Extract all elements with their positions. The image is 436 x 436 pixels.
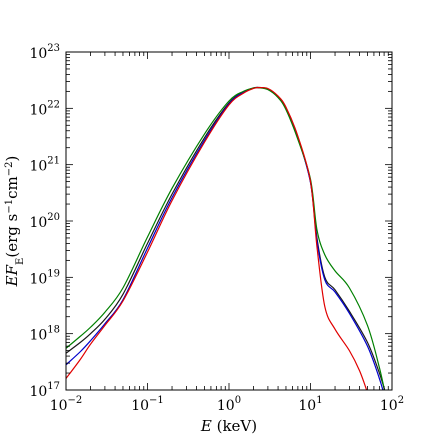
- y-tick-label: 1021: [29, 156, 60, 175]
- y-tick-labels: 1017 1018 1019 1020 1021 1022 1023: [29, 43, 60, 400]
- x-tick-label: 10−2: [50, 395, 83, 414]
- series-line-1: [66, 86, 384, 390]
- y-tick-label: 1020: [29, 212, 60, 231]
- x-axis-label: E (keV): [200, 417, 257, 435]
- y-tick-label: 1019: [29, 268, 60, 287]
- y-tick-label: 1017: [29, 381, 60, 400]
- x-tick-label: 102: [380, 395, 404, 414]
- series-line-2: [66, 86, 386, 390]
- y-tick-label: 1023: [29, 43, 60, 62]
- series-line-3: [66, 86, 368, 390]
- y-axis-label: EFE(erg s−1cm−2): [3, 156, 26, 288]
- x-tick-labels: 10−2 10−1 100 101 102: [50, 395, 404, 414]
- series-line-0: [66, 86, 386, 390]
- x-tick-label: 101: [298, 395, 322, 414]
- x-tick-label: 100: [217, 395, 241, 414]
- x-tick-label: 10−1: [131, 395, 164, 414]
- y-tick-label: 1018: [29, 325, 60, 344]
- series-layer: [66, 86, 386, 390]
- y-tick-label: 1022: [29, 99, 60, 118]
- plot-frame: [65, 51, 393, 391]
